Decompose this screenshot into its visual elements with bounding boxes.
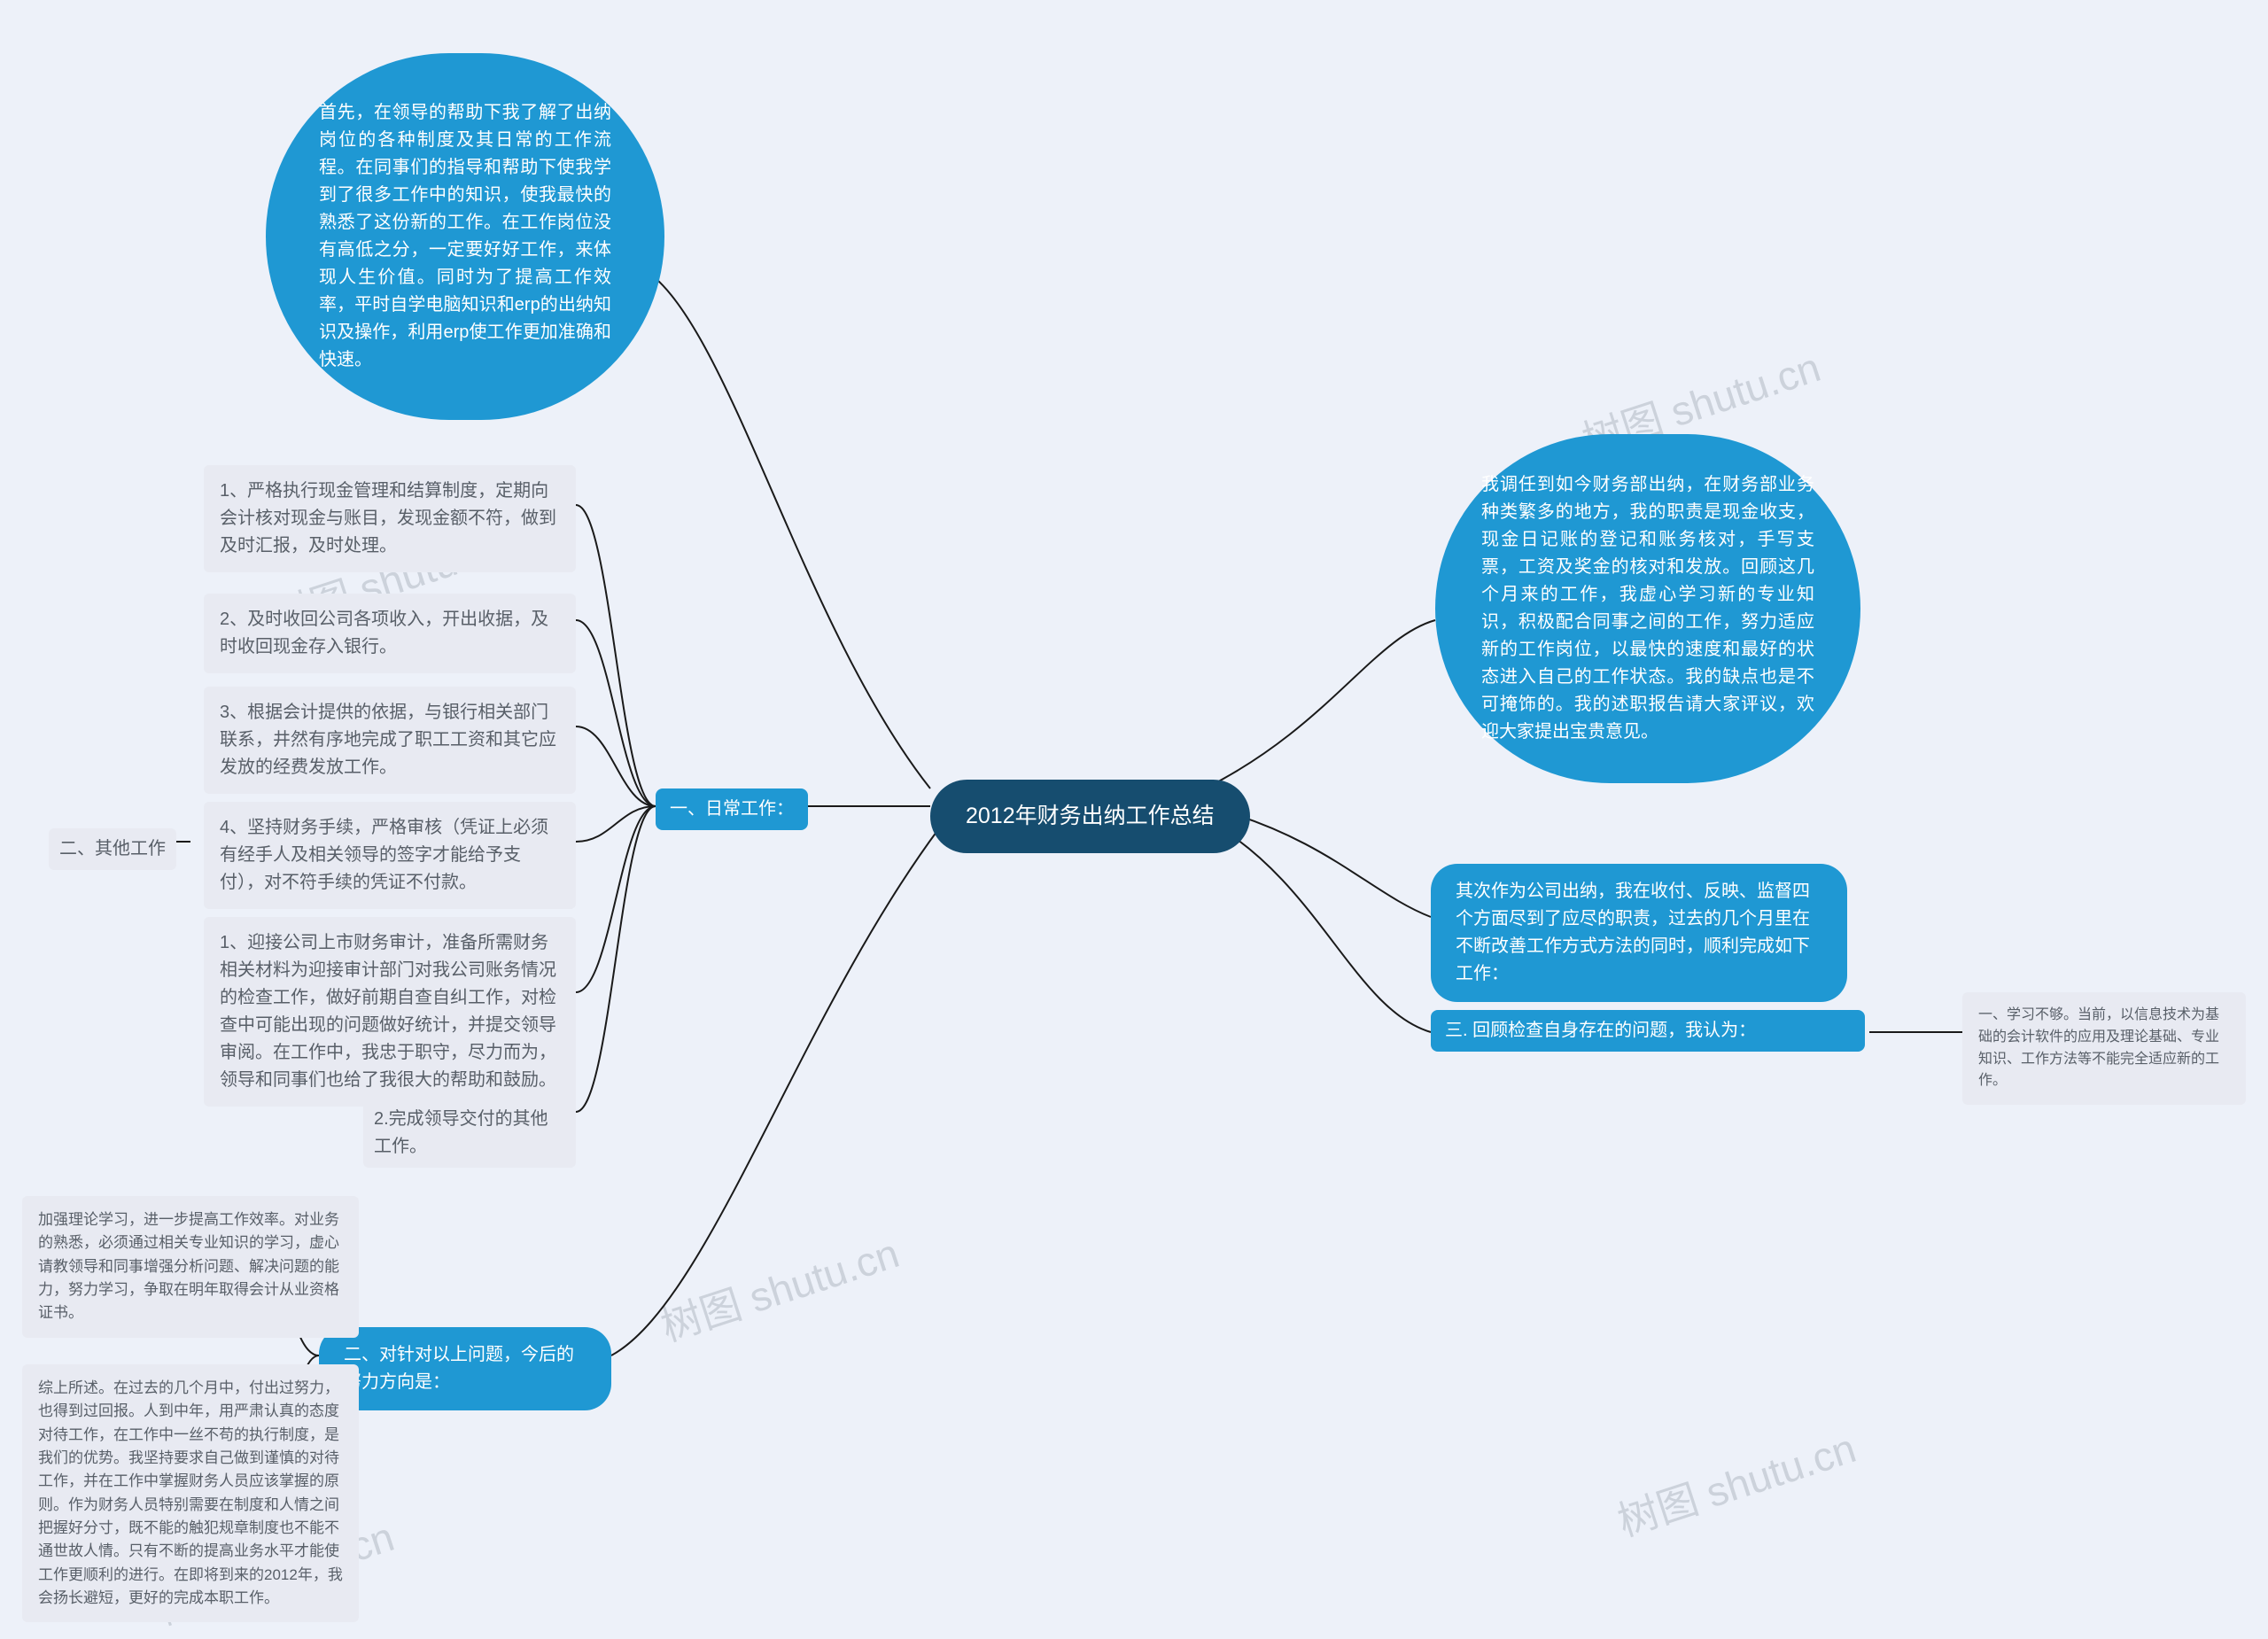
section1-title: 一、日常工作：	[656, 788, 808, 830]
watermark: 树图 shutu.cn	[653, 1222, 905, 1354]
center-title: 2012年财务出纳工作总结	[930, 780, 1250, 853]
section2-item: 1、迎接公司上市财务审计，准备所需财务相关材料为迎接审计部门对我公司账务情况的检…	[204, 917, 576, 1107]
section2-item: 2.完成领导交付的其他工作。	[363, 1099, 576, 1168]
section2-label: 二、其他工作	[49, 828, 176, 870]
right-section3-item: 一、学习不够。当前，以信息技术为基础的会计软件的应用及理论基础、专业知识、工作方…	[1962, 992, 2246, 1105]
future-item: 综上所述。在过去的几个月中，付出过努力，也得到过回报。人到中年，用严肃认真的态度…	[22, 1364, 359, 1622]
section1-item: 2、及时收回公司各项收入，开出收据，及时收回现金存入银行。	[204, 594, 576, 673]
right-section3-title: 三. 回顾检查自身存在的问题，我认为：	[1431, 1010, 1865, 1052]
watermark: 树图 shutu.cn	[1610, 1417, 1862, 1549]
future-item: 加强理论学习，进一步提高工作效率。对业务的熟悉，必须通过相关专业知识的学习，虚心…	[22, 1196, 359, 1338]
future-title: 二、对针对以上问题，今后的努力方向是：	[319, 1327, 611, 1410]
section1-item: 1、严格执行现金管理和结算制度，定期向会计核对现金与账目，发现金额不符，做到及时…	[204, 465, 576, 572]
left-first-bubble: 首先，在领导的帮助下我了解了出纳岗位的各种制度及其日常的工作流程。在同事们的指导…	[266, 53, 664, 420]
section1-item: 4、坚持财务手续，严格审核（凭证上必须有经手人及相关领导的签字才能给予支付），对…	[204, 802, 576, 909]
right-secondly-pill: 其次作为公司出纳，我在收付、反映、监督四个方面尽到了应尽的职责，过去的几个月里在…	[1431, 864, 1847, 1002]
section1-item: 3、根据会计提供的依据，与银行相关部门联系，井然有序地完成了职工工资和其它应发放…	[204, 687, 576, 794]
right-intro-bubble: 我调任到如今财务部出纳，在财务部业务种类繁多的地方，我的职责是现金收支，现金日记…	[1435, 434, 1860, 783]
